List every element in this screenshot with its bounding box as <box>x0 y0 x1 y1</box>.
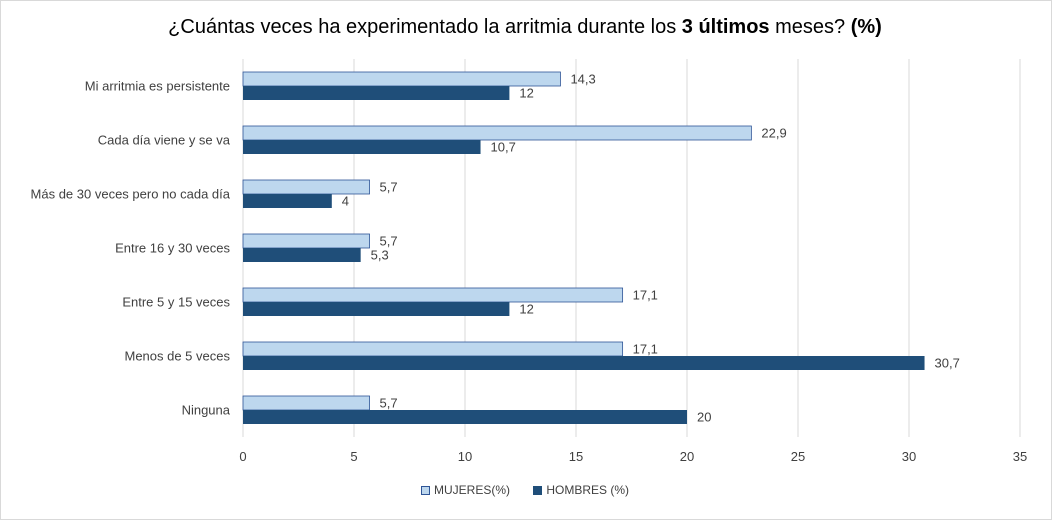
legend-swatch-mujeres <box>420 485 430 495</box>
data-label-mujeres: 17,1 <box>633 342 658 357</box>
bar-mujeres[interactable] <box>242 71 561 87</box>
legend: MUJERES(%) HOMBRES (%) <box>0 483 1050 498</box>
bar-hombres[interactable] <box>243 140 481 154</box>
bar-mujeres[interactable] <box>242 395 370 411</box>
chart-title: ¿Cuántas veces ha experimentado la arrit… <box>168 16 882 38</box>
category-labels: Mi arritmia es persistente Cada día viene… <box>31 79 231 418</box>
x-tick-label: 35 <box>1013 449 1027 464</box>
x-tick-label: 0 <box>239 449 246 464</box>
category-label: Más de 30 veces pero no cada día <box>31 187 231 202</box>
data-label-mujeres: 17,1 <box>633 288 658 303</box>
bar-hombres[interactable] <box>243 410 687 424</box>
category-label: Cada día viene y se va <box>98 133 231 148</box>
x-tick-label: 10 <box>458 449 472 464</box>
bar-mujeres[interactable] <box>242 233 370 249</box>
x-tick-label: 5 <box>350 449 357 464</box>
category-label: Ninguna <box>182 403 231 418</box>
bar-hombres[interactable] <box>243 86 510 100</box>
bar-mujeres[interactable] <box>242 179 370 195</box>
x-tick-label: 15 <box>569 449 583 464</box>
legend-label-mujeres: MUJERES(%) <box>433 483 510 497</box>
data-label-hombres: 12 <box>519 86 533 101</box>
legend-item-mujeres[interactable]: MUJERES(%) <box>420 483 510 497</box>
bar-mujeres[interactable] <box>242 125 752 141</box>
bar-hombres[interactable] <box>243 248 361 262</box>
x-axis-ticks: 0 5 10 15 20 25 30 35 <box>239 449 1027 464</box>
legend-label-hombres: HOMBRES (%) <box>546 483 630 497</box>
data-label-hombres: 12 <box>519 302 533 317</box>
category-label: Entre 16 y 30 veces <box>115 241 230 256</box>
data-labels: 14,31222,910,75,745,75,317,11217,130,75,… <box>342 72 960 425</box>
x-tick-label: 30 <box>902 449 916 464</box>
data-label-mujeres: 14,3 <box>570 72 595 87</box>
data-label-mujeres: 5,7 <box>380 180 398 195</box>
data-label-hombres: 4 <box>342 194 349 209</box>
category-label: Menos de 5 veces <box>124 349 230 364</box>
bar-hombres[interactable] <box>243 356 925 370</box>
legend-item-hombres[interactable]: HOMBRES (%) <box>533 483 629 497</box>
bar-mujeres[interactable] <box>242 341 624 357</box>
data-label-hombres: 5,3 <box>371 248 389 263</box>
x-tick-label: 25 <box>791 449 805 464</box>
bar-hombres[interactable] <box>243 302 510 316</box>
data-label-hombres: 10,7 <box>491 140 516 155</box>
legend-swatch-hombres <box>533 485 543 495</box>
category-label: Mi arritmia es persistente <box>85 79 230 94</box>
bar-mujeres[interactable] <box>242 287 624 303</box>
data-label-mujeres: 5,7 <box>380 396 398 411</box>
category-label: Entre 5 y 15 veces <box>122 295 230 310</box>
data-label-hombres: 20 <box>697 410 711 425</box>
x-tick-label: 20 <box>680 449 694 464</box>
bar-hombres[interactable] <box>243 194 332 208</box>
data-label-hombres: 30,7 <box>935 356 960 371</box>
data-label-mujeres: 5,7 <box>380 234 398 249</box>
data-label-mujeres: 22,9 <box>761 126 786 141</box>
bars <box>242 71 925 424</box>
